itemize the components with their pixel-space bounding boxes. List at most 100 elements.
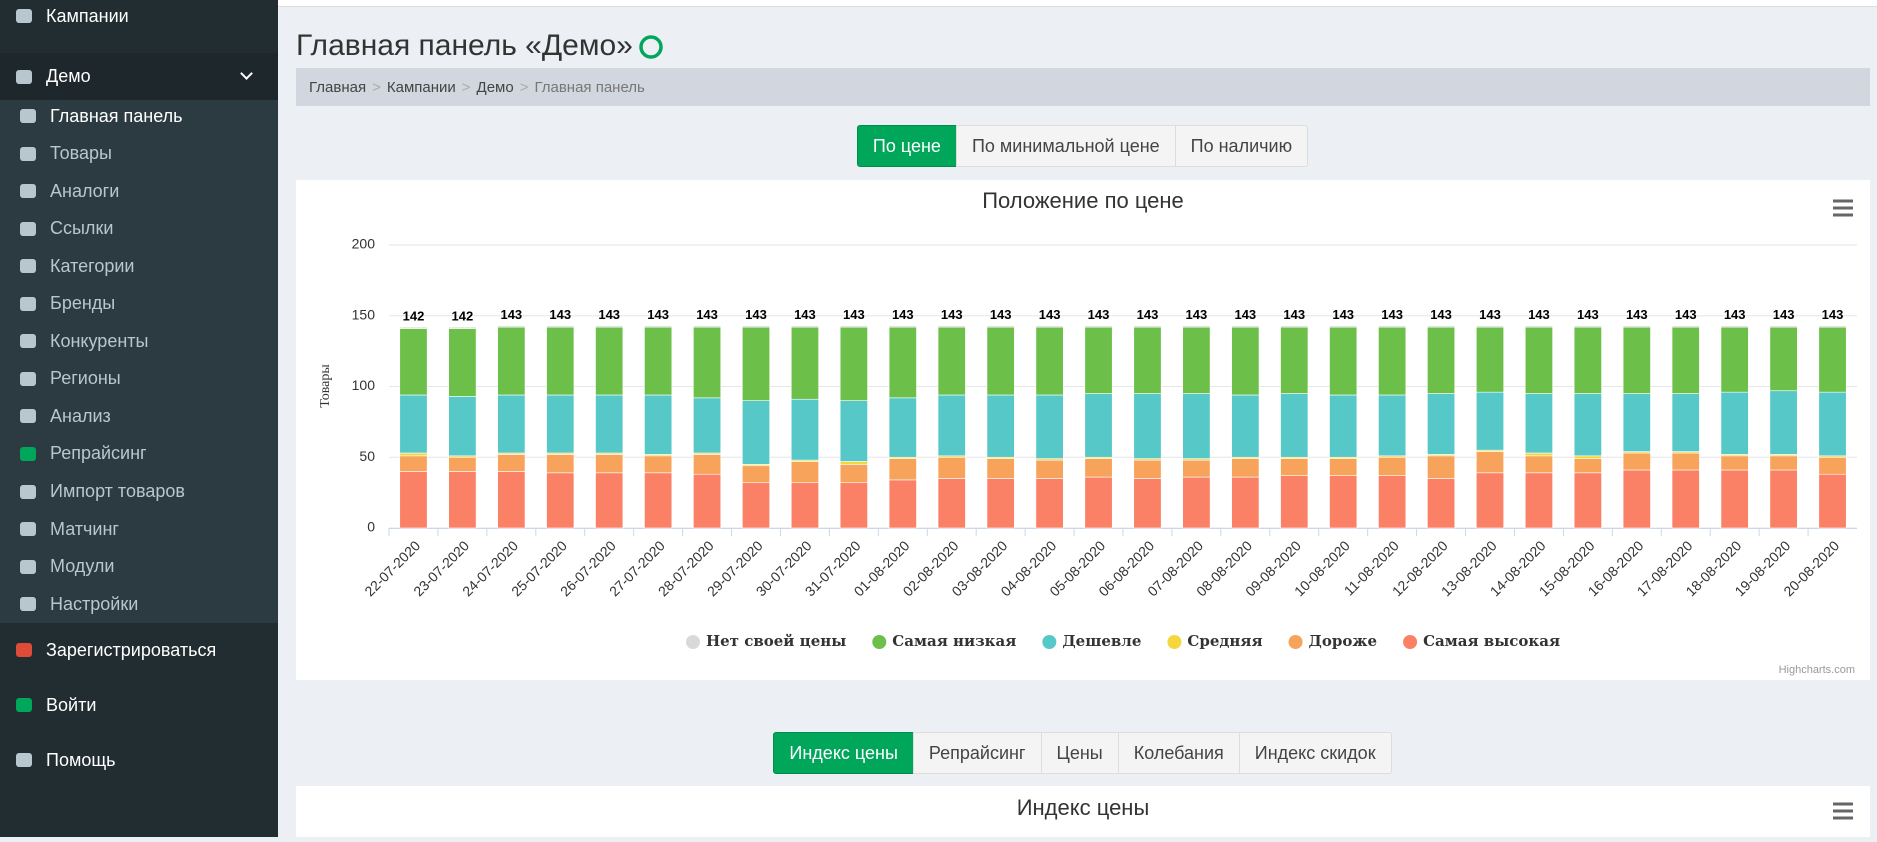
menu-label: Главная панель [50,105,183,126]
bar-segment [741,325,771,328]
breadcrumb-item[interactable]: Демо [476,78,514,96]
bar-segment [1280,458,1309,476]
stack-label: 143 [1577,307,1599,322]
stack-label: 142 [403,309,425,324]
menu-item[interactable]: Товары [0,136,278,172]
tab-button[interactable]: Цены [1040,732,1119,774]
breadcrumb-item[interactable]: Главная [309,78,367,96]
menu-item[interactable]: Импорт товаров [0,474,278,510]
stack-label: 143 [1479,307,1501,322]
menu-item[interactable]: Матчинг [0,511,278,547]
bar-segment [693,397,722,454]
bar-segment [1671,452,1700,471]
bar-segment [448,326,477,329]
bar-segment [1084,326,1113,394]
bar-segment [1329,394,1358,458]
menu-item[interactable]: Репрайсинг [0,436,278,472]
bar-segment [399,394,428,454]
menu-item[interactable]: Анализ [0,398,278,434]
menu-icon [20,371,36,386]
legend-label: Самая низкая [892,632,1016,650]
menu-icon [20,259,36,274]
menu-icon [20,409,36,424]
menu-icon [20,484,36,499]
menu-item[interactable]: Бренды [0,286,278,322]
menu-item[interactable]: Регионы [0,361,278,397]
legend-item[interactable]: Самая низкая [872,632,1016,650]
tab-button[interactable]: По наличию [1174,125,1309,167]
menu-item[interactable]: Помощь [0,742,278,778]
chart-title: Положение по цене [982,188,1184,213]
legend-item[interactable]: Самая высокая [1403,632,1560,650]
bar-segment [595,454,624,474]
menu-item[interactable]: Зарегистрироваться [0,632,278,668]
bar-segment [644,326,673,396]
legend-symbol [1403,635,1418,649]
legend-label: Дороже [1309,632,1378,650]
bar-segment [1035,478,1064,529]
bar-segment [1818,456,1847,475]
menu-item[interactable]: Ссылки [0,211,278,247]
bar-segment [1231,326,1260,396]
tab-button[interactable]: Колебания [1117,732,1240,774]
menu-item[interactable]: Демо [0,53,278,100]
legend-item[interactable]: Дороже [1288,632,1378,650]
bar-segment [888,479,917,529]
legend-symbol [685,635,700,649]
breadcrumb-separator: > [461,78,471,96]
stack-label: 143 [1234,307,1256,322]
tab-button[interactable]: Репрайсинг [912,732,1042,774]
bar-segment [1720,326,1749,393]
menu-button[interactable] [1830,196,1856,220]
bar-segment [937,326,966,396]
bar-segment [1524,472,1553,529]
bar-segment [1329,326,1358,396]
bar-segment [1524,326,1553,394]
bar-segment [986,394,1015,458]
tab-button[interactable]: По минимальной цене [955,125,1176,167]
bar-segment [888,325,917,328]
y-tick-label: 200 [352,236,376,252]
legend-item[interactable]: Нет своей цены [685,632,846,650]
bar-segment [497,325,526,328]
legend-symbol [1167,635,1182,649]
legend-item[interactable]: Средняя [1167,632,1263,650]
bar-segment [595,326,624,396]
bar-segment [399,326,428,329]
stack-label: 143 [1675,307,1697,322]
menu-item[interactable]: Войти [0,687,278,723]
status-icon [639,35,663,59]
breadcrumb-item[interactable]: Кампании [386,78,456,96]
bar-segment [1720,391,1749,455]
bar-segment [644,472,673,529]
menu-button[interactable] [1833,802,1853,820]
tab-button[interactable]: Индекс цены [773,732,914,774]
bar-segment [790,482,819,529]
bar-segment [1280,393,1309,458]
menu-item[interactable]: Главная панель [0,98,278,134]
bar-segment [741,482,771,529]
menu-item[interactable]: Категории [0,248,278,284]
stack-label: 143 [745,307,767,322]
menu-label: Анализ [50,405,111,426]
bar-segment [986,325,1015,328]
stack-label: 143 [990,307,1012,322]
bar-segment [986,458,1015,479]
bar-segment [546,454,575,474]
stack-label: 143 [1137,307,1159,322]
menu-item[interactable]: Конкуренты [0,323,278,359]
bar-segment [595,394,624,454]
legend-item[interactable]: Дешевле [1042,632,1141,650]
menu-item[interactable]: Кампании [0,0,278,34]
bar-segment [399,452,428,457]
tab-button[interactable]: По цене [856,125,957,167]
bar-segment [790,326,819,400]
bar-segment [888,397,917,458]
menu-icon [20,109,36,123]
menu-item[interactable]: Модули [0,549,278,585]
bar-segment [1671,326,1700,394]
menu-item[interactable]: Настройки [0,586,278,622]
tab-button[interactable]: Индекс скидок [1238,732,1392,774]
bar-segment [497,394,526,454]
menu-item[interactable]: Аналоги [0,173,278,209]
